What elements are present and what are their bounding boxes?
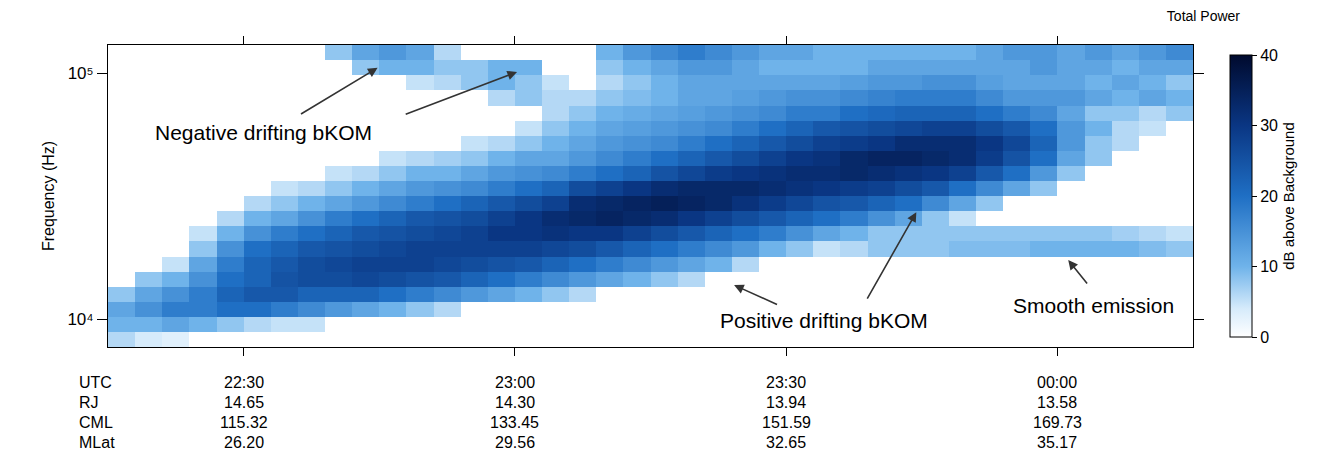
svg-text:Smooth emission: Smooth emission [1013,294,1174,317]
svg-text:00:00: 00:00 [1037,374,1077,391]
svg-text:20: 20 [1260,188,1278,205]
svg-text:Total Power: Total Power [1167,8,1240,24]
svg-text:10: 10 [1260,258,1278,275]
svg-text:151.59: 151.59 [762,414,811,431]
svg-text:23:30: 23:30 [766,374,806,391]
svg-text:14.30: 14.30 [495,394,535,411]
svg-text:14.65: 14.65 [224,394,264,411]
svg-text:Positive drifting bKOM: Positive drifting bKOM [720,309,928,332]
svg-text:30: 30 [1260,117,1278,134]
svg-text:29.56: 29.56 [495,434,535,451]
svg-text:13.58: 13.58 [1037,394,1077,411]
svg-text:Negative drifting bKOM: Negative drifting bKOM [155,121,372,144]
svg-text:10⁵: 10⁵ [68,64,94,83]
svg-text:115.32: 115.32 [220,414,268,431]
svg-text:32.65: 32.65 [766,434,806,451]
svg-text:22:30: 22:30 [224,374,264,391]
svg-text:0: 0 [1260,329,1269,346]
svg-text:35.17: 35.17 [1037,434,1077,451]
svg-text:13.94: 13.94 [766,394,806,411]
svg-text:MLat: MLat [79,434,115,451]
svg-text:RJ: RJ [79,394,99,411]
svg-text:133.45: 133.45 [490,414,539,431]
svg-text:23:00: 23:00 [495,374,535,391]
svg-text:40: 40 [1260,47,1278,64]
svg-text:26.20: 26.20 [224,434,264,451]
svg-text:Frequency (Hz): Frequency (Hz) [40,141,57,251]
svg-text:dB above Background: dB above Background [1280,122,1297,270]
svg-text:UTC: UTC [79,374,112,391]
svg-text:169.73: 169.73 [1033,414,1082,431]
svg-text:CML: CML [79,414,113,431]
svg-text:10⁴: 10⁴ [67,310,93,329]
